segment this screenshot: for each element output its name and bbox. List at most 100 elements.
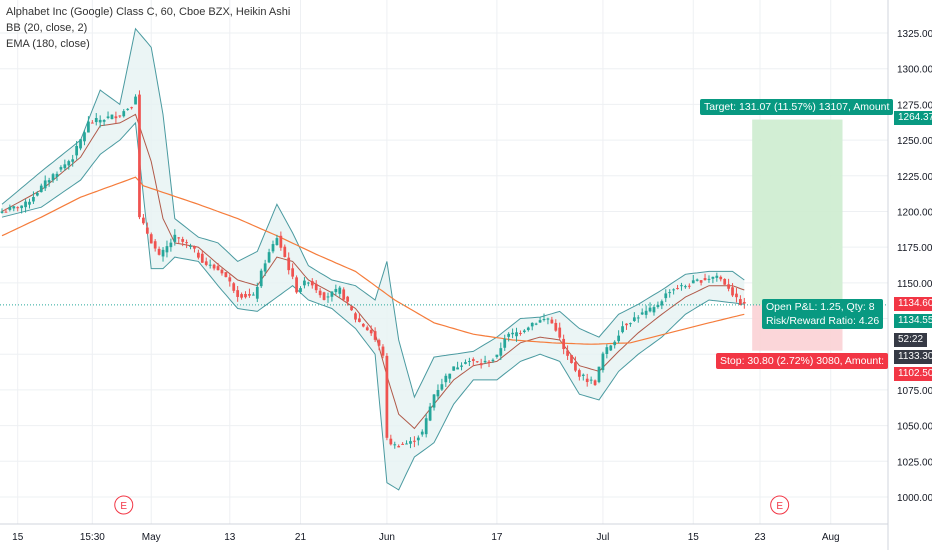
candle-body [522,330,526,332]
candle-body [43,180,47,189]
y-tick-label: 1250.00 [897,136,932,147]
candle-body [346,296,350,302]
candle-body [330,291,334,297]
candle-body [554,322,558,331]
candle-body [181,239,185,242]
candle-body [401,443,404,445]
candle-body [680,285,683,287]
candle-body [189,245,192,247]
x-tick-label: 15 [12,532,24,543]
candle-body [361,323,365,327]
candle-body [550,319,554,324]
earnings-event-marker[interactable]: E [114,495,134,515]
candle-body [173,234,177,242]
candle-body [102,120,106,122]
event-letter: E [776,501,783,512]
candle-body [145,227,149,234]
candle-body [275,238,279,246]
candle-body [577,370,581,377]
y-tick-label: 1025.00 [897,457,932,468]
candle-body [515,332,518,337]
candle-body [110,114,114,120]
candle-body [216,266,220,271]
candle-body [566,350,569,356]
x-tick-label: 23 [754,532,766,543]
earnings-event-marker[interactable]: E [770,495,790,515]
candle-body [365,327,369,331]
candle-body [629,323,632,325]
candle-body [185,242,188,244]
candle-body [114,116,118,119]
candle-body [28,201,31,205]
ema-legend[interactable]: EMA (180, close) [6,38,90,50]
candle-body [75,145,78,156]
symbol-title[interactable]: Alphabet Inc (Google) Class C, 60, Cboe … [6,6,291,18]
candle-body [47,180,51,183]
candle-body [118,115,122,117]
candle-body [668,292,672,294]
open-pnl-label[interactable]: Open P&L: 1.25, Qty: 8 Risk/Reward Ratio… [762,299,884,329]
candle-body [534,323,538,325]
candle-body [601,353,605,371]
candle-body [197,252,200,258]
stop-label[interactable]: Stop: 30.80 (2.72%) 3080, Amount: [716,353,889,369]
candle-body [149,234,153,244]
candle-body [193,246,196,249]
candle-body [574,362,577,371]
candle-body [597,366,601,383]
candle-body [491,359,495,362]
candle-body [428,406,432,421]
candle-body [240,294,243,298]
bb-upper [1,27,745,399]
candle-body [731,287,734,296]
candle-body [526,327,530,331]
target-price-tag: 1264.37 [894,111,932,125]
candle-body [157,248,161,255]
candle-body [460,365,463,367]
candle-body [381,346,385,356]
candle-body [12,206,16,209]
candle-body [640,312,644,315]
candle-body [4,211,8,213]
candles [0,90,746,449]
event-circle [114,495,134,515]
candle-body [609,345,613,351]
y-tick-label: 1200.00 [897,207,932,218]
candle-body [8,206,12,210]
candle-body [703,278,707,281]
candle-body [67,161,71,166]
candle-body [707,278,711,280]
candle-body [350,306,353,311]
candle-body [542,319,546,321]
candle-body [287,257,291,271]
y-tick-label: 1000.00 [897,493,932,504]
target-zone [752,119,843,305]
candle-body [452,366,456,371]
candle-body [153,241,157,249]
candle-body [621,326,624,333]
x-tick-label: 21 [295,532,307,543]
candle-body [259,270,263,287]
candle-body [719,276,723,280]
y-tick-label: 1175.00 [897,243,932,254]
candle-body [409,441,412,444]
candle-body [354,313,357,320]
candle-body [593,380,597,386]
candle-body [511,332,514,335]
target-label[interactable]: Target: 131.07 (11.57%) 13107, Amount [700,99,894,115]
candle-body [558,327,562,338]
x-tick-label: 17 [491,532,503,543]
candle-body [83,132,86,142]
candle-body [636,317,640,319]
candle-body [487,361,491,363]
candle-body [291,268,295,277]
candle-body [475,361,479,363]
ema-180 [1,176,745,345]
candle-body [373,331,377,340]
candle-body [318,290,322,296]
current-price-tag: 1134.55 [894,314,932,328]
bb-legend[interactable]: BB (20, close, 2) [6,22,88,34]
candle-body [648,307,652,312]
